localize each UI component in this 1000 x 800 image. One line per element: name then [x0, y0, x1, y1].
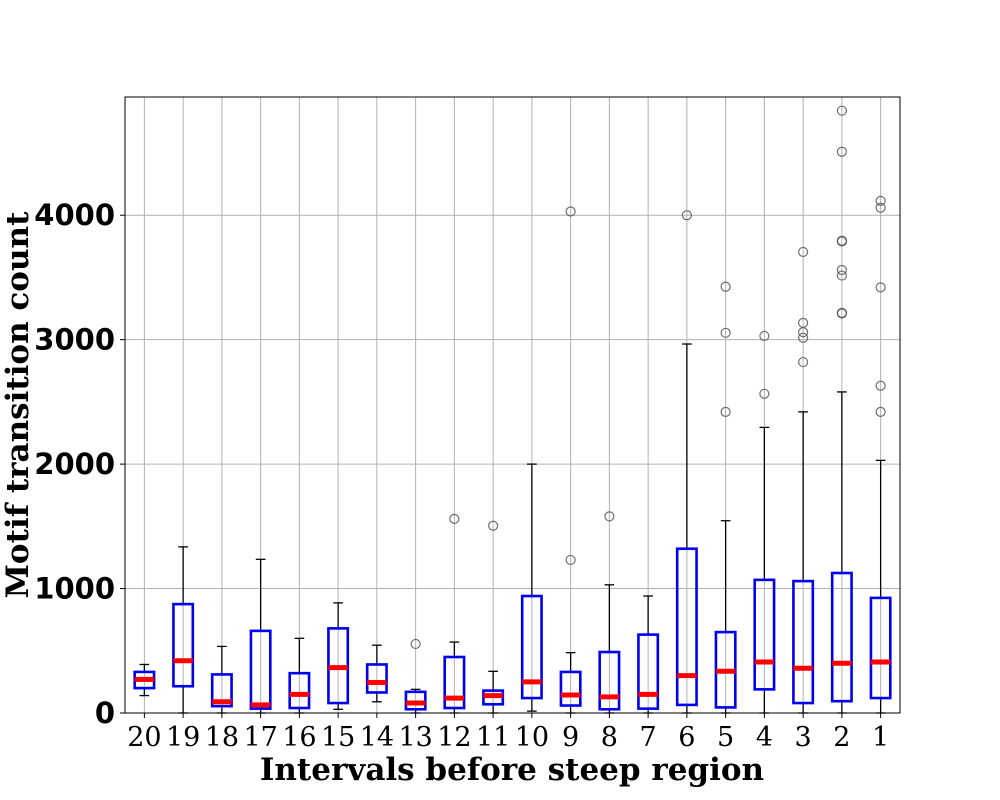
x-tick-label: 15 [321, 722, 355, 753]
outlier-point [836, 307, 847, 319]
y-tick-label: 3000 [34, 323, 115, 357]
x-tick-label: 9 [562, 722, 579, 753]
outlier-point [836, 146, 847, 157]
outlier-point [836, 264, 847, 276]
box-12 [443, 513, 466, 714]
x-tick-label: 10 [515, 722, 549, 753]
outlier-point [565, 554, 576, 566]
x-tick-label: 11 [476, 722, 510, 753]
iqr-box [753, 578, 776, 691]
outlier-point [720, 281, 731, 292]
x-tick-label: 4 [756, 722, 773, 753]
box-3 [792, 246, 815, 714]
iqr-box [172, 602, 195, 688]
box-20 [133, 663, 156, 697]
iqr-box [637, 633, 660, 710]
iqr-box [520, 594, 543, 700]
x-tick-label: 18 [205, 722, 239, 753]
outlier-point [410, 638, 421, 650]
x-tick-label: 2 [833, 722, 850, 753]
outlier-point [875, 380, 886, 391]
x-tick-label: 1 [872, 722, 889, 753]
iqr-box [288, 671, 311, 710]
iqr-box [249, 629, 272, 710]
box-14 [365, 644, 388, 703]
outlier-point [681, 210, 692, 221]
iqr-box [792, 579, 815, 705]
box-10 [520, 463, 543, 712]
box-11 [482, 520, 505, 714]
y-tick-label: 2000 [34, 447, 115, 481]
box-6 [675, 210, 698, 714]
y-tick-label: 1000 [34, 572, 115, 606]
iqr-box [830, 571, 853, 703]
x-tick-label: 5 [717, 722, 734, 753]
outlier-point [798, 356, 809, 368]
iqr-box [365, 663, 388, 694]
box-19 [172, 546, 195, 714]
box-2 [830, 105, 853, 714]
x-axis-title: Intervals before steep region [260, 752, 764, 788]
x-tick-label: 13 [398, 722, 432, 753]
box-8 [598, 511, 621, 714]
plot-background [125, 97, 900, 713]
outlier-point [759, 330, 770, 342]
y-axis-title: Motif transition count [0, 211, 36, 598]
outlier-point [875, 195, 886, 207]
y-axis-ticks: 0 1000 2000 3000 4000 [34, 198, 125, 730]
iqr-box [443, 655, 466, 710]
plot-frame [124, 96, 901, 714]
outlier-point [798, 317, 809, 328]
outlier-point [836, 235, 847, 246]
iqr-box [675, 547, 698, 707]
outlier-point [875, 282, 886, 293]
outlier-point [449, 513, 460, 524]
iqr-box [598, 650, 621, 711]
x-tick-label: 6 [678, 722, 695, 753]
x-tick-label: 3 [795, 722, 812, 753]
x-tick-label: 12 [437, 722, 471, 753]
outlier-point [604, 511, 615, 522]
outlier-point [798, 246, 809, 258]
outlier-point [720, 406, 731, 417]
box-15 [327, 602, 350, 710]
x-tick-label: 16 [282, 722, 316, 753]
x-tick-label: 7 [640, 722, 657, 753]
outlier-point [836, 270, 847, 281]
outlier-point [875, 202, 886, 213]
iqr-box [559, 670, 582, 707]
box-9 [559, 206, 582, 714]
x-tick-label: 20 [127, 722, 161, 753]
iqr-box [210, 673, 233, 708]
iqr-box [869, 596, 892, 700]
y-tick-label: 0 [95, 696, 115, 730]
outlier-point [836, 105, 847, 116]
outlier-point [720, 327, 731, 338]
y-tick-label: 4000 [34, 198, 115, 232]
outlier-point [565, 206, 576, 217]
x-tick-label: 8 [601, 722, 618, 753]
x-tick-label: 17 [243, 722, 277, 753]
outlier-point [488, 520, 499, 531]
x-tick-label: 14 [360, 722, 394, 753]
outlier-point [875, 406, 886, 417]
x-axis-ticks: 20 19 18 17 16 15 14 13 12 11 10 9 8 7 6 5 4 3 2 1 [127, 713, 889, 753]
x-tick-label: 19 [166, 722, 200, 753]
outlier-point [798, 332, 809, 343]
outlier-point [759, 388, 770, 399]
